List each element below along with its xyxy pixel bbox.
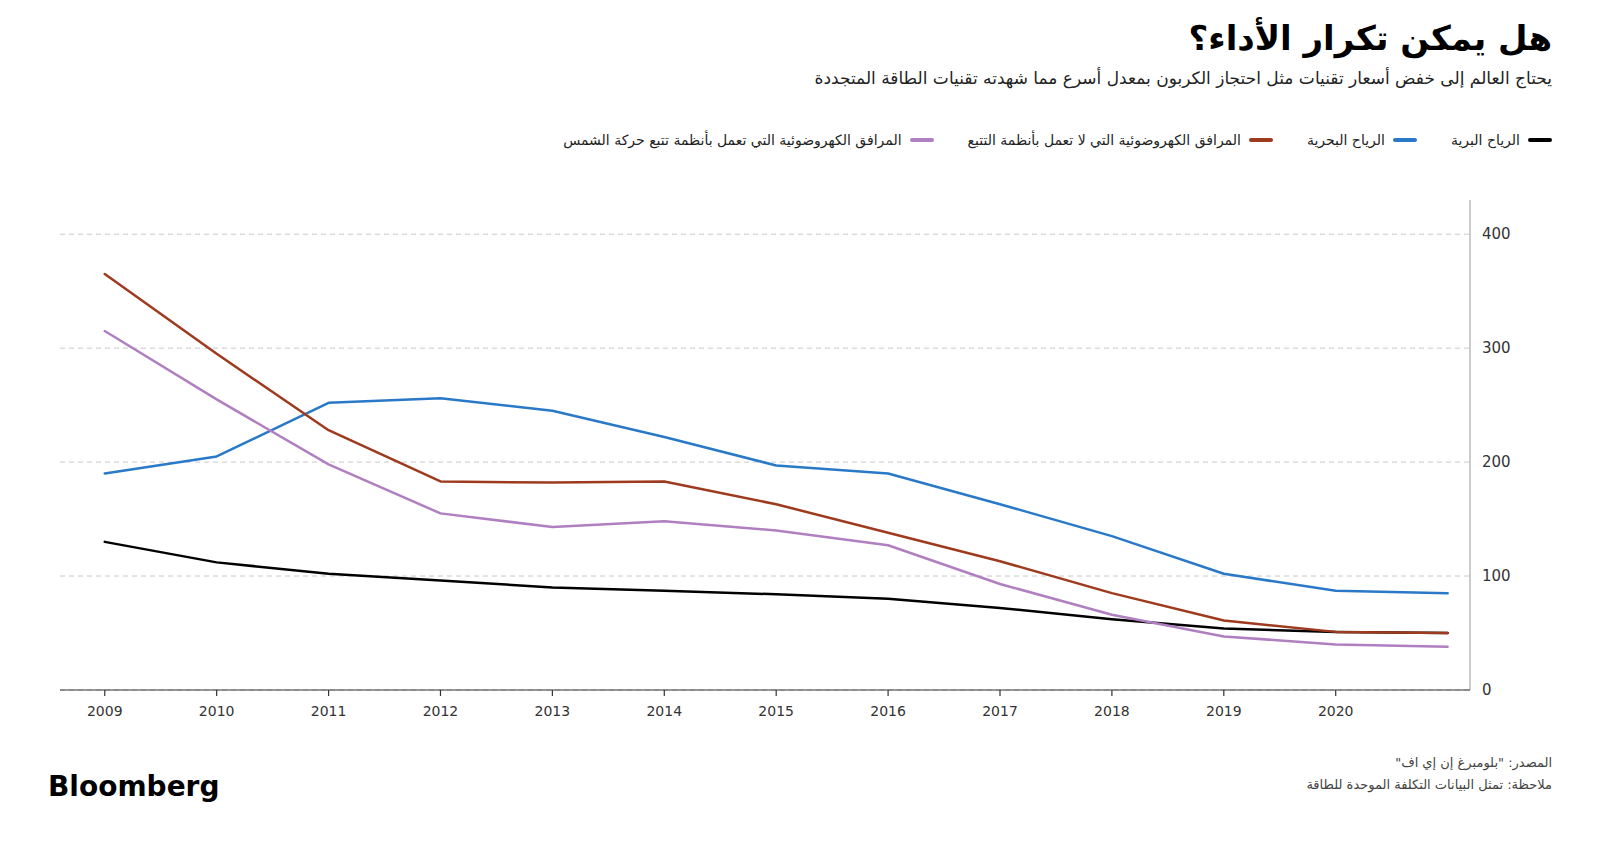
x-tick-label: 2014	[646, 703, 682, 719]
x-axis-line	[60, 689, 1470, 690]
x-tick-label: 2012	[423, 703, 459, 719]
x-tick-label: 2017	[982, 703, 1018, 719]
x-tick	[104, 690, 105, 696]
notes: المصدر: "بلومبرغ إن إي اف"ملاحظة: تمثل ا…	[1306, 752, 1552, 796]
x-tick	[1223, 690, 1224, 696]
legend-swatch	[1528, 138, 1552, 142]
x-tick-label: 2019	[1206, 703, 1242, 719]
x-tick	[440, 690, 441, 696]
x-tick	[887, 690, 888, 696]
x-tick-label: 2010	[199, 703, 235, 719]
x-tick-label: 2016	[870, 703, 906, 719]
legend-label: الرياح البحرية	[1307, 132, 1385, 148]
legend-item: المرافق الكهروضوئية التي لا تعمل بأنظمة …	[968, 132, 1273, 148]
x-tick-label: 2009	[87, 703, 123, 719]
legend-swatch	[1249, 138, 1273, 142]
legend-item: الرياح البرية	[1451, 132, 1552, 148]
x-tick-label: 2013	[535, 703, 571, 719]
grid-line	[60, 234, 1470, 235]
x-tick-label: 2020	[1318, 703, 1354, 719]
grid-line	[60, 576, 1470, 577]
chart: 0 100 200 300 400 2009 2010 2011 2012 2013 2014 201…	[0, 0, 1600, 843]
annotation: Bloomberg	[48, 770, 219, 803]
subtitle: يحتاج العالم إلى خفض أسعار تقنيات مثل اح…	[52, 68, 1552, 88]
x-tick	[216, 690, 217, 696]
lines	[105, 274, 1448, 647]
x-tick-label: 2015	[758, 703, 794, 719]
legend-item: الرياح البحرية	[1307, 132, 1417, 148]
x-tick	[1335, 690, 1336, 696]
y-tick-label: 200	[1482, 453, 1511, 471]
legend: الرياح البرية الرياح البحرية المرافق الكهر…	[52, 132, 1552, 148]
logo: Bloomberg	[48, 770, 219, 803]
grid-line	[60, 348, 1470, 349]
series-line	[105, 331, 1448, 647]
grid-line	[60, 690, 1470, 691]
y-tick-label: 100	[1482, 567, 1511, 585]
series-line	[105, 398, 1448, 593]
x-tick	[776, 690, 777, 696]
y-tick-label: 0	[1482, 681, 1492, 699]
annotation: ملاحظة: تمثل البيانات التكلفة الموحدة لل…	[1306, 774, 1552, 796]
legend-item: المرافق الكهروضوئية التي تعمل بأنظمة تتب…	[563, 132, 933, 148]
y-tick-label: 400	[1482, 225, 1511, 243]
title: هل يمكن تكرار الأداء؟	[52, 18, 1552, 58]
y-tick-label: 300	[1482, 339, 1511, 357]
legend-label: المرافق الكهروضوئية التي تعمل بأنظمة تتب…	[563, 132, 901, 148]
legend-swatch	[1393, 138, 1417, 142]
page: {"chart_data": { "type": "line", "title"…	[0, 0, 1600, 843]
series-line	[105, 542, 1448, 633]
y-axis-line	[1470, 200, 1471, 690]
grid: 0 100 200 300 400	[60, 225, 1511, 699]
series-line	[105, 274, 1448, 633]
legend-label: المرافق الكهروضوئية التي لا تعمل بأنظمة …	[968, 132, 1241, 148]
annotation: المصدر: "بلومبرغ إن إي اف"	[1306, 752, 1552, 774]
x-tick-label: 2011	[311, 703, 347, 719]
x-axis: 2009 2010 2011 2012 2013 2014 2015 2016 2017 2018…	[60, 690, 1470, 719]
x-tick	[1111, 690, 1112, 696]
legend-swatch	[910, 138, 934, 142]
x-tick-label: 2018	[1094, 703, 1130, 719]
x-tick	[999, 690, 1000, 696]
header: هل يمكن تكرار الأداء؟ يحتاج العالم إلى خف…	[52, 18, 1552, 88]
legend-label: الرياح البرية	[1451, 132, 1520, 148]
x-tick	[552, 690, 553, 696]
x-tick	[328, 690, 329, 696]
x-tick	[664, 690, 665, 696]
